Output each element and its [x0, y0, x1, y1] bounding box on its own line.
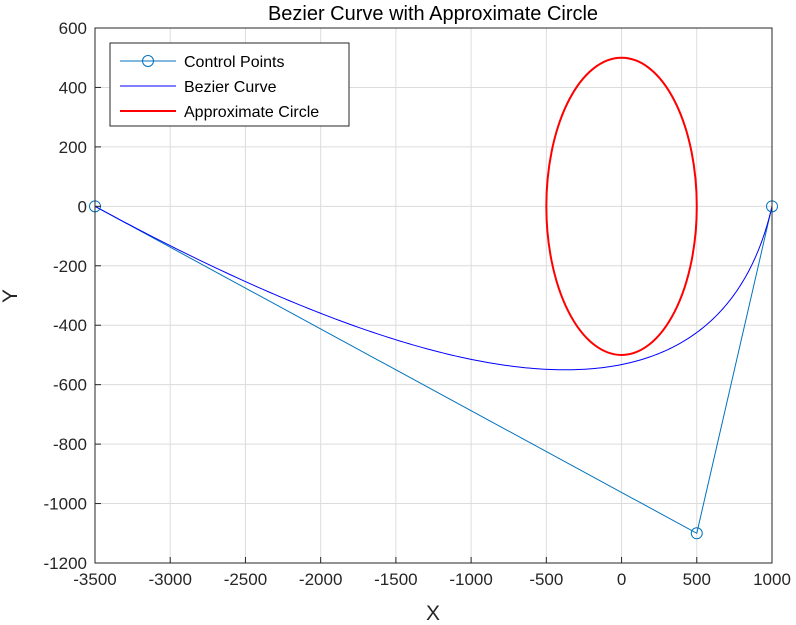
x-tick-label: -500: [529, 570, 563, 589]
y-tick-label: -200: [53, 257, 87, 276]
legend-label-control-points: Control Points: [184, 54, 285, 71]
legend-label-approximate-circle: Approximate Circle: [184, 104, 319, 121]
plot-frame: [94, 27, 773, 564]
legend: Control Points Bezier Curve Approximate …: [109, 42, 350, 127]
x-tick-label: -2500: [224, 570, 267, 589]
series-layer: [89, 56, 778, 540]
y-tick-label: -800: [53, 435, 87, 454]
legend-marker-control-points: [142, 55, 154, 67]
x-tick-label: 1000: [753, 570, 791, 589]
y-tick-label: 400: [59, 78, 87, 97]
y-tick-label: 600: [59, 19, 87, 38]
legend-box: [109, 42, 350, 127]
approximate-circle: [545, 56, 698, 356]
legend-label-bezier-curve: Bezier Curve: [184, 79, 277, 96]
x-axis-label: X: [426, 602, 440, 625]
x-tick-label: -2000: [299, 570, 342, 589]
control-points-line: [94, 205, 773, 535]
y-tick-label: -1000: [44, 495, 87, 514]
x-tick-label: -3000: [148, 570, 191, 589]
control-point-marker: [690, 527, 703, 540]
y-tick-label: -600: [53, 376, 87, 395]
bezier-curve-line: [94, 205, 773, 371]
x-tick-label: -3500: [73, 570, 116, 589]
x-tick-label: -1000: [449, 570, 492, 589]
x-tick-label: 500: [683, 570, 711, 589]
tick-layer: -3500 -3000 -2500 -2000 -1500 -1000 -500 0 500 10…: [44, 19, 791, 589]
y-tick-label: -400: [53, 316, 87, 335]
chart-title: Bezier Curve with Approximate Circle: [268, 3, 598, 25]
y-tick-label: -1200: [44, 554, 87, 573]
y-tick-label: 200: [59, 138, 87, 157]
x-tick-label: -1500: [374, 570, 417, 589]
x-tick-label: 0: [617, 570, 626, 589]
y-axis-label: Y: [0, 289, 22, 303]
y-tick-label: 0: [78, 197, 87, 216]
